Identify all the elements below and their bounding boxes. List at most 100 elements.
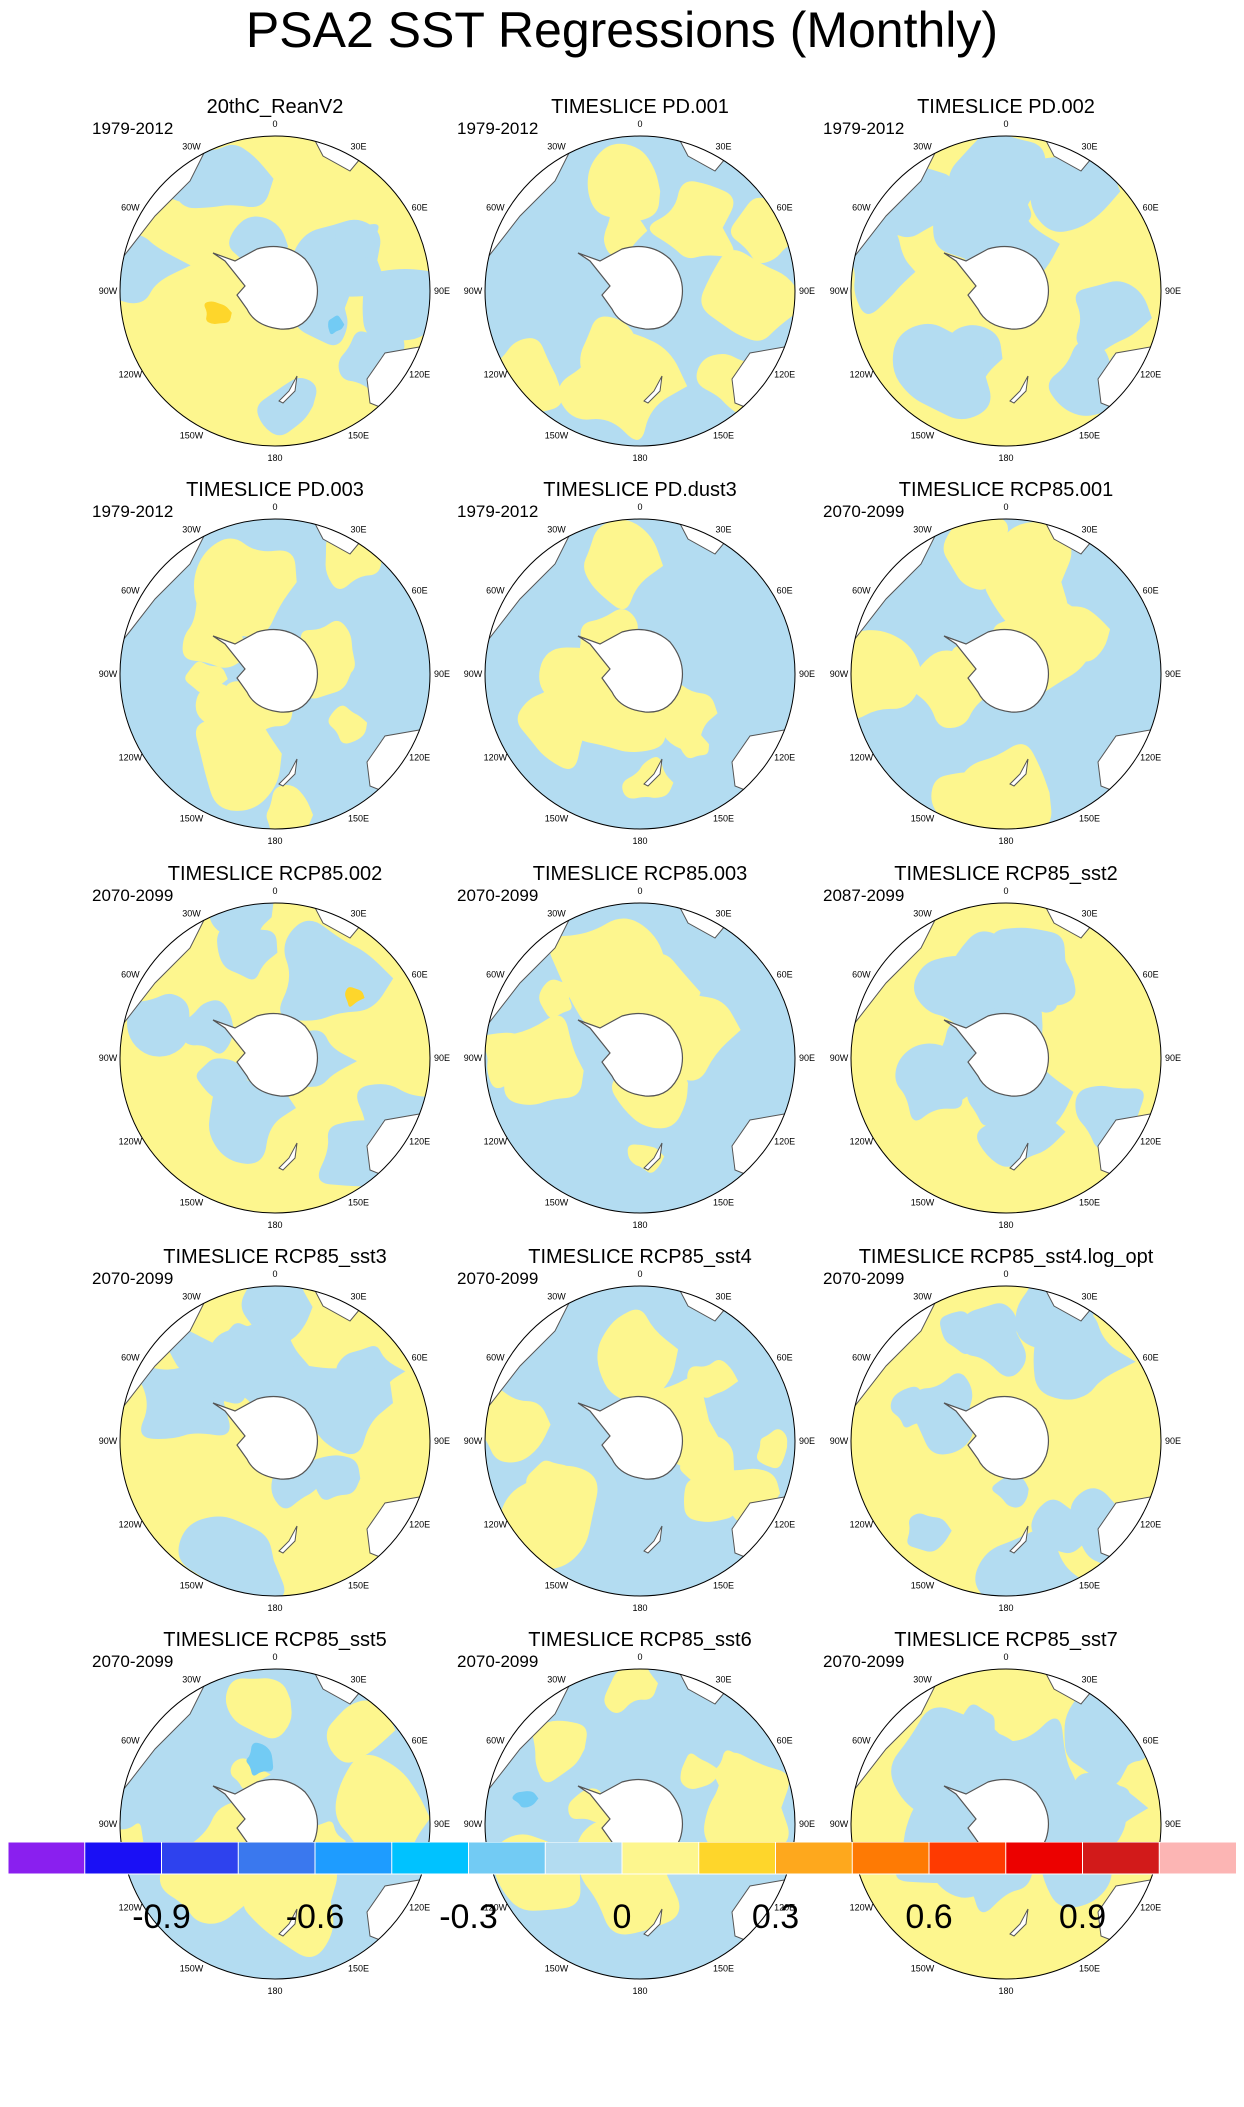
longitude-label: 180 bbox=[632, 453, 647, 463]
land-antarctica bbox=[577, 1396, 683, 1480]
longitude-label: 90E bbox=[799, 669, 815, 679]
longitude-label: 30E bbox=[715, 141, 731, 151]
map-field bbox=[485, 903, 795, 1213]
longitude-label: 90W bbox=[99, 1053, 118, 1063]
polar-map: 0 30E 60E 90E 120E 150E 180 150W 120W 90W 60W 30W bbox=[464, 886, 815, 1230]
longitude-label: 30W bbox=[913, 524, 932, 534]
anomaly-region bbox=[285, 1365, 393, 1455]
longitude-label: 90E bbox=[1165, 1819, 1181, 1829]
anomaly-region bbox=[958, 1303, 1026, 1377]
panel-title: TIMESLICE RCP85_sst6 bbox=[528, 1629, 752, 1651]
anomaly-region bbox=[230, 1758, 271, 1789]
anomaly-region bbox=[756, 1429, 788, 1469]
land-new-zealand bbox=[278, 375, 298, 404]
longitude-label: 90W bbox=[830, 1819, 849, 1829]
longitude-label: 150W bbox=[911, 1198, 935, 1208]
panel-period: 2070-2099 bbox=[457, 1652, 539, 1671]
longitude-label: 180 bbox=[267, 836, 282, 846]
longitude-label: 180 bbox=[998, 1986, 1013, 1996]
page-title: PSA2 SST Regressions (Monthly) bbox=[245, 2, 999, 58]
polar-map: 0 30E 60E 90E 120E 150E 180 150W 120W 90W 60W 30W bbox=[464, 502, 815, 846]
map-panel: TIMESLICE RCP85.003 2070-2099 0 30E 60E 90E 12… bbox=[457, 862, 823, 1230]
map-field bbox=[120, 136, 430, 446]
longitude-label: 150E bbox=[1079, 431, 1100, 441]
longitude-label: 30W bbox=[913, 141, 932, 151]
longitude-label: 150E bbox=[348, 431, 369, 441]
panel-title: TIMESLICE RCP85.003 bbox=[532, 863, 748, 885]
longitude-label: 0 bbox=[272, 886, 277, 896]
longitude-label: 150E bbox=[1079, 814, 1100, 824]
map-field bbox=[120, 1286, 430, 1596]
anomaly-region bbox=[931, 772, 1000, 829]
longitude-label: 90W bbox=[830, 1053, 849, 1063]
anomaly-region bbox=[627, 1144, 665, 1173]
anomaly-region bbox=[714, 1750, 749, 1796]
map-field bbox=[851, 136, 1161, 446]
longitude-label: 120W bbox=[484, 1903, 508, 1913]
land-new-zealand bbox=[1009, 758, 1029, 787]
longitude-label: 120W bbox=[850, 1520, 874, 1530]
longitude-label: 150W bbox=[180, 1198, 204, 1208]
longitude-label: 150E bbox=[713, 814, 734, 824]
panel-period: 2070-2099 bbox=[92, 886, 174, 905]
longitude-label: 30W bbox=[547, 1674, 566, 1684]
longitude-label: 180 bbox=[267, 1603, 282, 1613]
panel-period: 2070-2099 bbox=[457, 886, 539, 905]
longitude-label: 150W bbox=[545, 431, 569, 441]
longitude-label: 150E bbox=[713, 1581, 734, 1591]
longitude-label: 0 bbox=[1003, 119, 1008, 129]
colorbar-tick-label: 0 bbox=[613, 1898, 632, 1936]
polar-map: 0 30E 60E 90E 120E 150E 180 150W 120W 90W 60W 30W bbox=[464, 119, 815, 463]
colorbar-box bbox=[237, 1842, 316, 1875]
longitude-label: 120W bbox=[484, 370, 508, 380]
anomaly-region bbox=[933, 163, 1029, 271]
land-new-zealand bbox=[643, 375, 663, 404]
land-antarctica bbox=[212, 1396, 318, 1480]
anomaly-region bbox=[1029, 953, 1076, 1006]
land-antarctica bbox=[577, 246, 683, 330]
longitude-label: 120W bbox=[119, 1903, 143, 1913]
longitude-label: 150E bbox=[348, 1964, 369, 1974]
longitude-label: 30E bbox=[1081, 908, 1097, 918]
anomaly-region bbox=[207, 1314, 313, 1423]
panel-period: 1979-2012 bbox=[457, 502, 539, 521]
longitude-label: 30E bbox=[1081, 1674, 1097, 1684]
longitude-label: 150W bbox=[911, 814, 935, 824]
land-antarctica bbox=[212, 246, 318, 330]
colorbar-box bbox=[314, 1842, 393, 1875]
land-new-zealand bbox=[643, 1142, 663, 1171]
longitude-label: 90W bbox=[99, 1819, 118, 1829]
longitude-label: 60E bbox=[777, 970, 793, 980]
polar-map: 0 30E 60E 90E 120E 150E 180 150W 120W 90W 60W 30W bbox=[830, 1269, 1181, 1613]
colorbar-box bbox=[775, 1842, 854, 1875]
panel-title: TIMESLICE PD.002 bbox=[917, 96, 1095, 118]
longitude-label: 0 bbox=[272, 1652, 277, 1662]
anomaly-region bbox=[1075, 281, 1152, 353]
longitude-label: 60W bbox=[121, 1353, 140, 1363]
colorbar-box bbox=[161, 1842, 240, 1875]
anomaly-region bbox=[178, 1516, 285, 1596]
land-new-zealand bbox=[278, 1525, 298, 1554]
longitude-label: 60E bbox=[1143, 1736, 1159, 1746]
longitude-label: 60W bbox=[852, 1353, 871, 1363]
longitude-label: 30E bbox=[1081, 141, 1097, 151]
land-new-zealand bbox=[1009, 1142, 1029, 1171]
longitude-label: 60W bbox=[121, 1736, 140, 1746]
longitude-label: 120E bbox=[409, 1903, 430, 1913]
longitude-label: 150W bbox=[545, 1198, 569, 1208]
longitude-label: 120W bbox=[484, 753, 508, 763]
colorbar-box bbox=[1082, 1842, 1161, 1875]
longitude-label: 90E bbox=[434, 1819, 450, 1829]
land-antarctica bbox=[943, 1396, 1049, 1480]
longitude-label: 180 bbox=[632, 836, 647, 846]
longitude-label: 30E bbox=[350, 908, 366, 918]
longitude-label: 150E bbox=[348, 1198, 369, 1208]
map-panel: TIMESLICE RCP85_sst4.log_opt 2070-2099 0 30… bbox=[823, 1245, 1189, 1613]
land-new-zealand bbox=[278, 1908, 298, 1937]
longitude-label: 90W bbox=[464, 669, 483, 679]
longitude-label: 0 bbox=[1003, 886, 1008, 896]
longitude-label: 30W bbox=[547, 908, 566, 918]
longitude-label: 120E bbox=[774, 370, 795, 380]
longitude-label: 150W bbox=[545, 1964, 569, 1974]
polar-map: 0 30E 60E 90E 120E 150E 180 150W 120W 90W 60W 30W bbox=[99, 1269, 450, 1613]
